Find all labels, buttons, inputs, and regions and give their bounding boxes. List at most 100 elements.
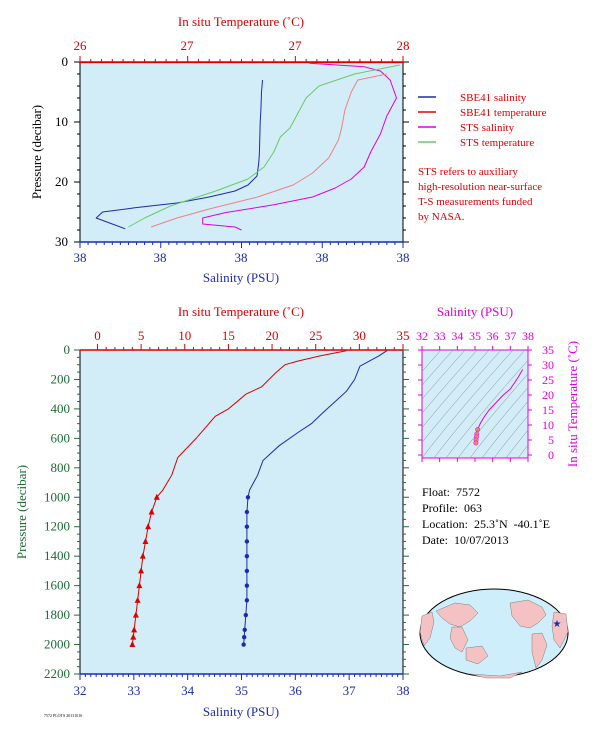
density-contour <box>445 359 528 458</box>
land-south-america <box>531 632 548 669</box>
bottom-temp-tick-label: 30 <box>353 328 366 343</box>
top-sal-tick-label: 38 <box>235 250 248 265</box>
salinity-marker <box>244 598 250 603</box>
top-plot-area <box>79 61 404 243</box>
top-temp-tick-label: 27 <box>181 38 195 53</box>
ts-temp-tick-label: 0 <box>548 448 554 462</box>
salinity-marker <box>241 634 247 640</box>
density-contour <box>422 350 514 458</box>
top-temp-axis-title: In situ Temperature (˚C) <box>178 14 304 29</box>
bottom-pressure-tick-label: 1400 <box>44 548 70 563</box>
info-profile: Profile: 063 <box>422 501 482 515</box>
salinity-marker <box>242 627 247 633</box>
ts-temp-tick-label: 35 <box>542 343 554 357</box>
density-contour <box>422 350 454 386</box>
ts-temp-tick-label: 20 <box>542 388 554 402</box>
land-antarctica <box>469 671 523 679</box>
bottom-temp-tick-label: 35 <box>397 328 410 343</box>
note-line: high-resolution near-surface <box>418 181 542 193</box>
top-legend: SBE41 salinity SBE41 temperature STS sal… <box>418 92 547 149</box>
bottom-sal-tick-label: 37 <box>343 683 357 698</box>
bottom-pressure-tick-label: 800 <box>51 460 71 475</box>
ts-temp-axis-title: In situ Temperature (˚C) <box>565 341 580 467</box>
top-pressure-tick-label: 10 <box>55 114 68 129</box>
density-contour <box>422 350 466 400</box>
ts-temp-tick-label: 25 <box>542 373 554 387</box>
map-ocean <box>419 588 569 678</box>
top-sal-tick-label: 38 <box>154 250 167 265</box>
bottom-pressure-tick-label: 1800 <box>44 607 70 622</box>
sts-note: STS refers to auxiliary high-resolution … <box>418 166 542 223</box>
top-temp-tick-label: 26 <box>74 38 88 53</box>
land-africa-west <box>419 611 435 647</box>
salinity-marker <box>244 568 250 574</box>
density-contour <box>493 415 528 458</box>
bottom-pressure-tick-label: 2200 <box>44 666 70 681</box>
top-panel: In situ Temperature (˚C) 26 27 27 28 38 … <box>29 14 547 285</box>
top-temp-tick-label: 28 <box>397 38 410 53</box>
ts-sal-tick-label: 37 <box>504 329 516 343</box>
temperature-marker <box>134 596 141 603</box>
top-ticks-group <box>74 56 409 248</box>
top-series-sbe41-salinity <box>95 79 263 230</box>
bottom-pressure-tick-label: 1600 <box>44 578 70 593</box>
temperature-marker <box>131 626 138 633</box>
density-contour <box>469 387 528 458</box>
bottom-sal-tick-label: 36 <box>289 683 303 698</box>
bottom-sal-axis-title: Salinity (PSU) <box>203 704 279 719</box>
ts-sal-tick-label: 32 <box>416 329 428 343</box>
salinity-marker <box>245 495 251 500</box>
temperature-marker <box>130 633 137 640</box>
footer-tag: 7572 PLOTS 20131016 <box>44 713 82 718</box>
ts-point <box>473 440 479 446</box>
note-line: STS refers to auxiliary <box>418 166 518 178</box>
density-contour <box>422 350 442 372</box>
bottom-sal-tick-label: 38 <box>397 683 410 698</box>
bottom-series-group <box>129 350 388 648</box>
bottom-temp-tick-label: 20 <box>266 328 279 343</box>
density-contour <box>481 401 528 458</box>
bottom-temp-tick-label: 5 <box>138 328 145 343</box>
bottom-pressure-tick-label: 1200 <box>44 519 70 534</box>
temperature-marker <box>136 582 143 589</box>
land-asia <box>435 602 479 628</box>
bottom-panel: 0 5 10 15 20 25 30 35 32 33 34 35 36 37 38 0 200 400 600 80… <box>14 304 410 719</box>
salinity-marker <box>243 612 249 618</box>
ts-sal-tick-label: 35 <box>469 329 481 343</box>
legend-label: STS salinity <box>460 122 515 134</box>
bottom-sal-tick-label: 32 <box>74 683 87 698</box>
info-location: Location: 25.3˚N -40.1˚E <box>422 517 550 531</box>
temperature-marker <box>132 611 139 618</box>
top-temp-tick-label: 27 <box>289 38 303 53</box>
top-sal-axis-title: Salinity (PSU) <box>203 270 279 285</box>
salinity-marker <box>244 583 250 588</box>
land-india-se-asia <box>449 626 469 653</box>
float-location-star-icon: ★ <box>553 619 562 630</box>
ts-sal-tick-label: 33 <box>434 329 446 343</box>
legend-label: STS temperature <box>460 137 534 149</box>
land-north-america <box>509 599 547 629</box>
top-sal-tick-label: 38 <box>316 250 329 265</box>
top-series-sts-temperature <box>150 73 387 228</box>
temperature-marker <box>145 523 152 530</box>
density-contour <box>433 350 526 458</box>
bottom-sal-tick-label: 33 <box>127 683 140 698</box>
ts-sal-tick-label: 38 <box>522 329 534 343</box>
bottom-pressure-tick-label: 400 <box>51 401 71 416</box>
top-pressure-axis-title: Pressure (decibar) <box>29 105 44 199</box>
bottom-pressure-tick-label: 1000 <box>44 489 70 504</box>
map-land <box>419 599 569 679</box>
land-africa-east <box>551 611 569 649</box>
info-date: Date: 10/07/2013 <box>422 533 509 547</box>
bottom-pressure-tick-label: 0 <box>64 342 71 357</box>
bottom-pressure-tick-label: 2000 <box>44 637 70 652</box>
ts-temp-tick-label: 5 <box>548 433 554 447</box>
bottom-ticks-group: 0 5 10 15 20 25 30 35 32 33 34 35 36 37 38 0 200 400 600 80… <box>44 328 410 698</box>
legend-label: SBE41 temperature <box>460 107 547 119</box>
bottom-sal-tick-label: 35 <box>235 683 248 698</box>
temperature-marker <box>138 567 145 574</box>
temperature-marker <box>148 508 155 515</box>
land-australia <box>465 645 489 665</box>
